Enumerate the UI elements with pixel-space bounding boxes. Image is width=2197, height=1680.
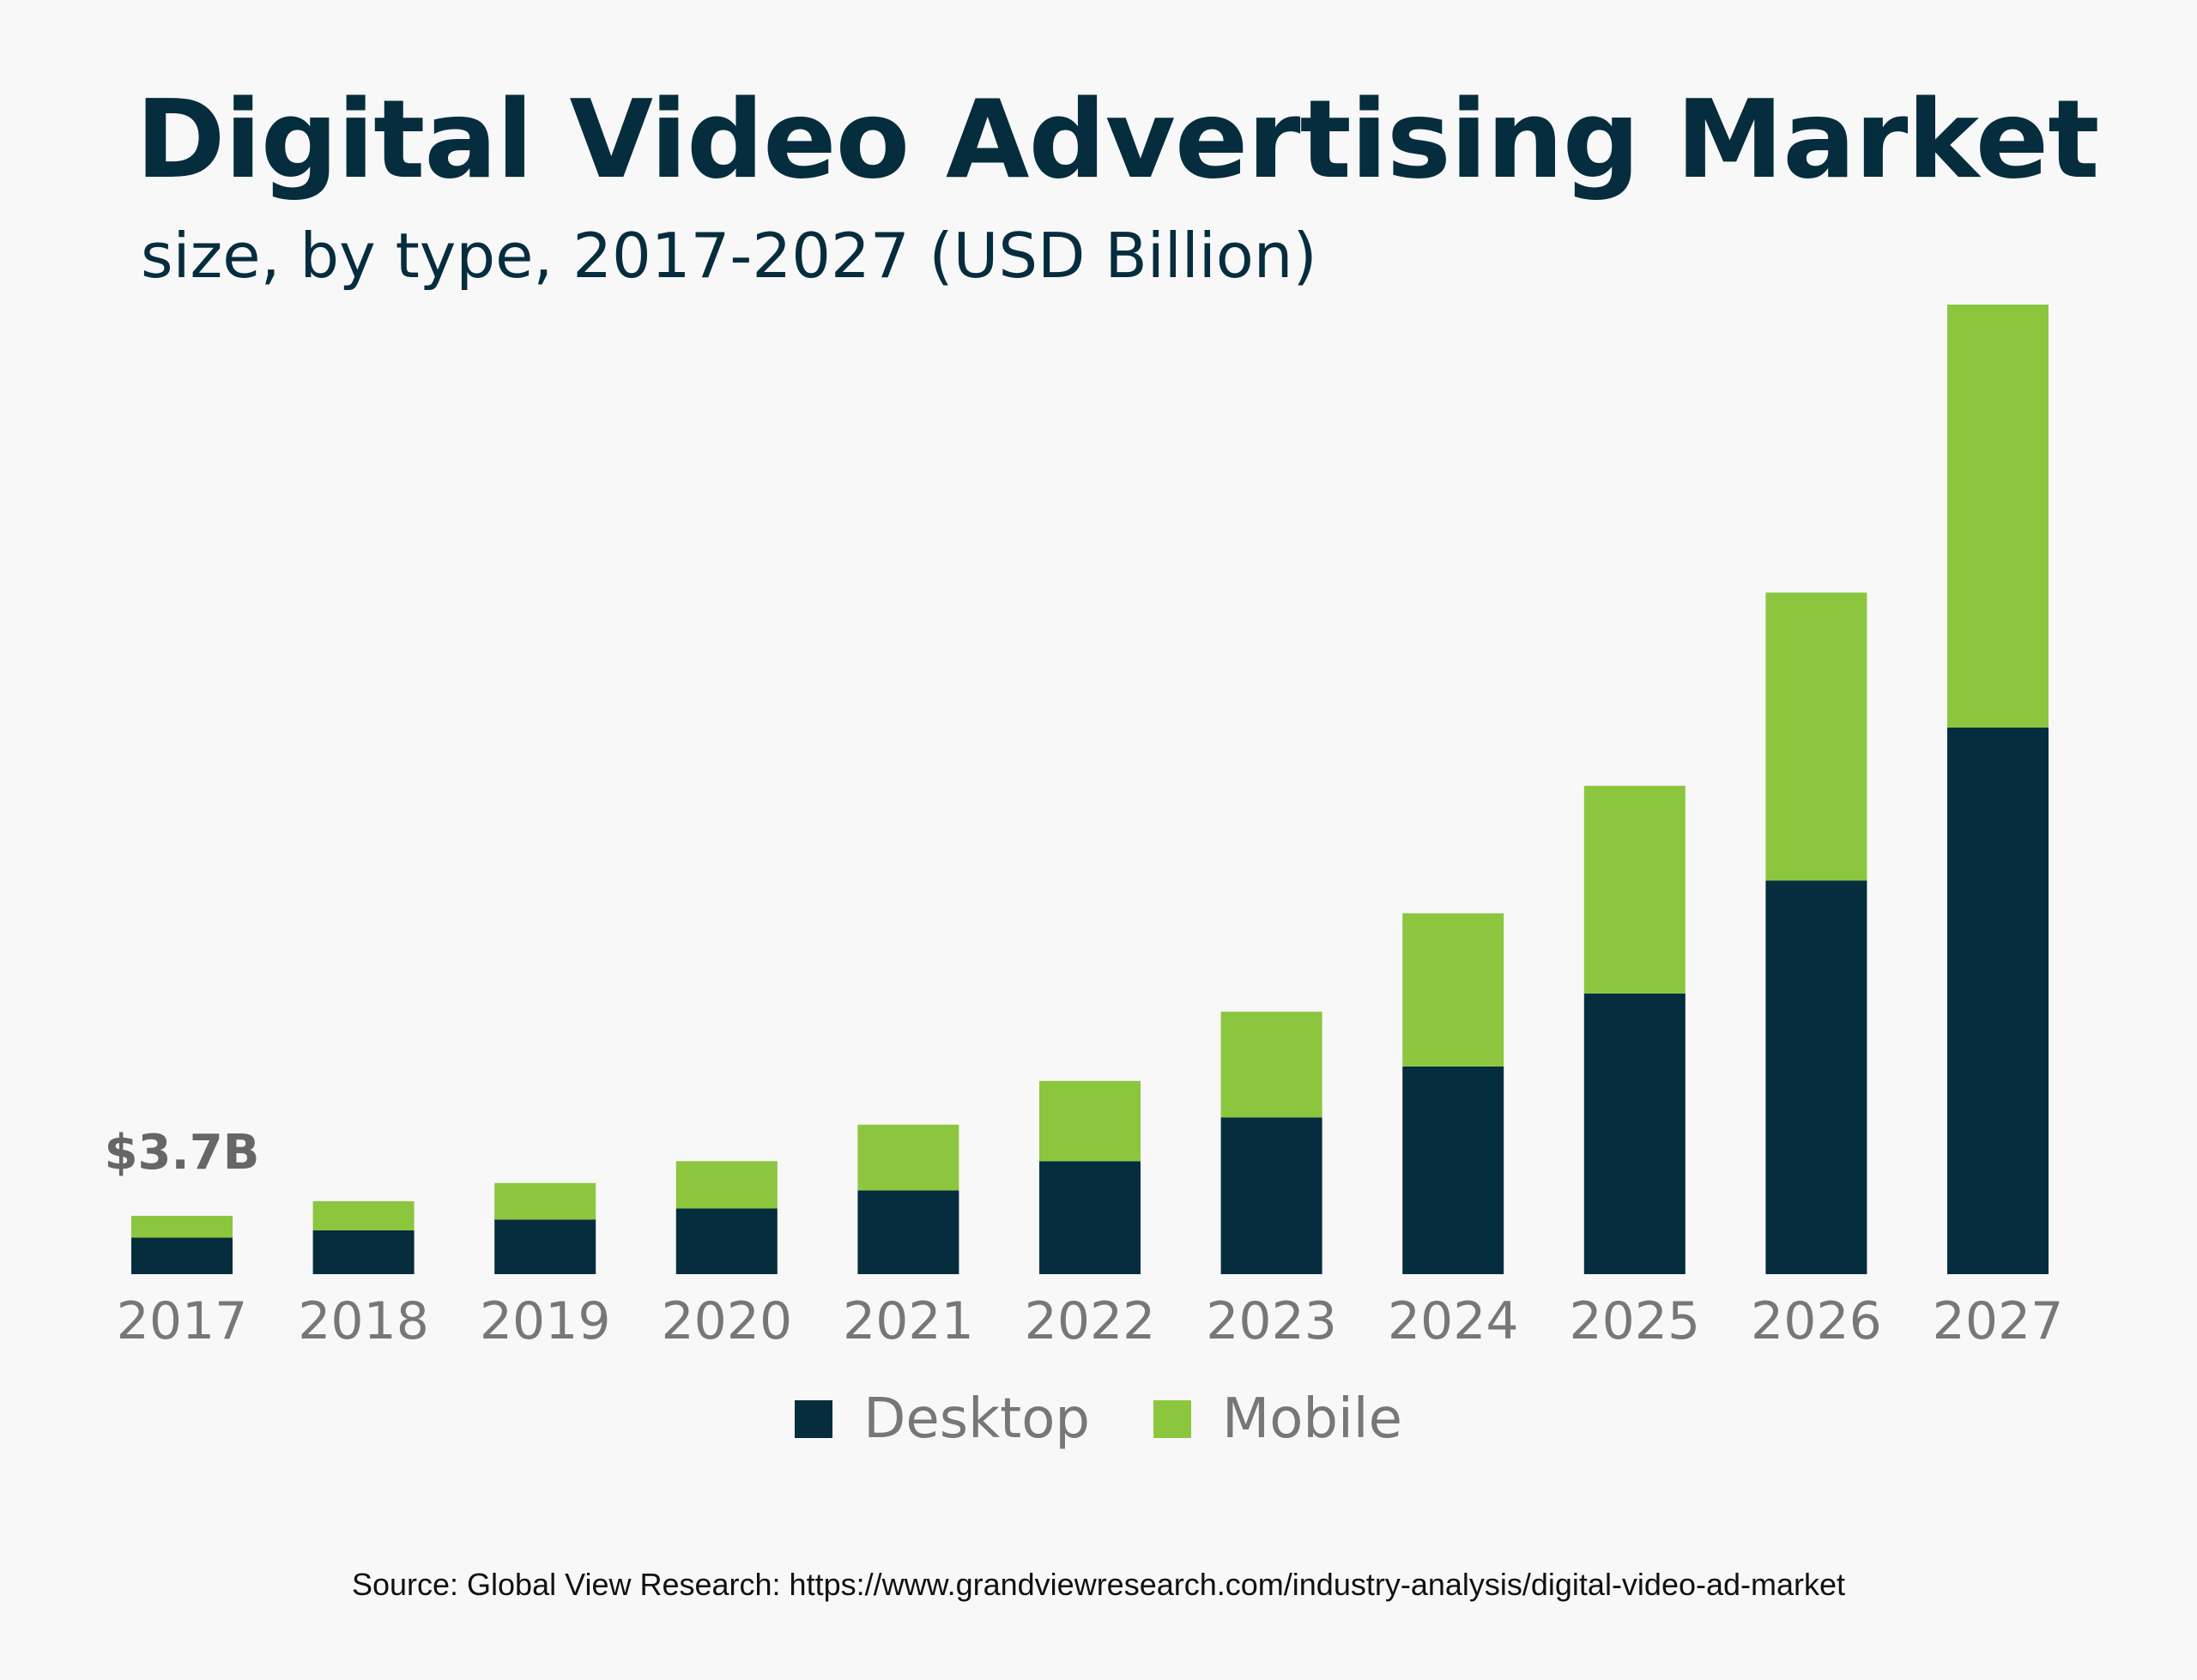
bar-desktop-2024 [1402, 1066, 1504, 1274]
annotation-group: $3.7B [105, 1125, 260, 1181]
legend-item-desktop: Desktop [795, 1392, 1090, 1447]
stacked-bar-chart: 2017 2018 2019 2020 2021 2022 2023 2024 2025 2026… [105, 305, 2064, 1351]
chart-subtitle: size, by type, 2017-2027 (USD Billion) [141, 220, 1317, 292]
bar-mobile-2019 [494, 1182, 596, 1220]
chart-title: Digital Video Advertising Market [136, 76, 2099, 202]
bar-desktop-2020 [675, 1208, 778, 1274]
x-tick-label-2017: 2017 [117, 1291, 248, 1351]
bar-desktop-2023 [1220, 1117, 1322, 1274]
bar-mobile-2018 [312, 1201, 415, 1230]
legend: Desktop Mobile [0, 1392, 2197, 1447]
x-tick-label-2024: 2024 [1388, 1291, 1519, 1351]
bar-desktop-2026 [1765, 880, 1867, 1274]
x-tick-label-2023: 2023 [1206, 1291, 1337, 1351]
legend-swatch-mobile [1153, 1400, 1191, 1438]
bar-desktop-2021 [857, 1190, 959, 1274]
legend-label-mobile: Mobile [1222, 1387, 1402, 1451]
bar-mobile-2017 [131, 1216, 233, 1238]
data-label-2017: $3.7B [105, 1125, 260, 1181]
x-tick-label-2025: 2025 [1569, 1291, 1700, 1351]
bar-desktop-2017 [131, 1237, 233, 1274]
bar-mobile-2020 [675, 1161, 778, 1209]
x-tick-label-2022: 2022 [1025, 1291, 1156, 1351]
bar-mobile-2023 [1220, 1012, 1322, 1118]
x-tick-label-2027: 2027 [1933, 1291, 2064, 1351]
bar-mobile-2024 [1402, 913, 1504, 1067]
x-tick-label-2018: 2018 [298, 1291, 429, 1351]
bar-desktop-2019 [494, 1219, 596, 1274]
bar-group [131, 305, 2049, 1274]
x-tick-label-2020: 2020 [661, 1291, 792, 1351]
bar-desktop-2018 [312, 1230, 415, 1274]
legend-item-mobile: Mobile [1153, 1392, 1402, 1447]
bar-mobile-2026 [1765, 592, 1867, 881]
bar-desktop-2027 [1947, 727, 2049, 1274]
bar-mobile-2025 [1583, 785, 1686, 994]
x-tick-label-2021: 2021 [843, 1291, 974, 1351]
x-tick-label-2019: 2019 [480, 1291, 611, 1351]
source-note: Source: Global View Research: https://ww… [351, 1567, 1846, 1602]
bar-desktop-2025 [1583, 993, 1686, 1274]
bar-desktop-2022 [1039, 1161, 1141, 1274]
x-tick-label-2026: 2026 [1751, 1291, 1882, 1351]
bar-mobile-2022 [1039, 1080, 1141, 1162]
bar-mobile-2027 [1947, 305, 2049, 728]
bar-mobile-2021 [857, 1124, 959, 1191]
x-axis-ticks: 2017 2018 2019 2020 2021 2022 2023 2024 2025 2026… [117, 1291, 2064, 1351]
legend-label-desktop: Desktop [863, 1387, 1090, 1451]
legend-swatch-desktop [795, 1400, 833, 1438]
